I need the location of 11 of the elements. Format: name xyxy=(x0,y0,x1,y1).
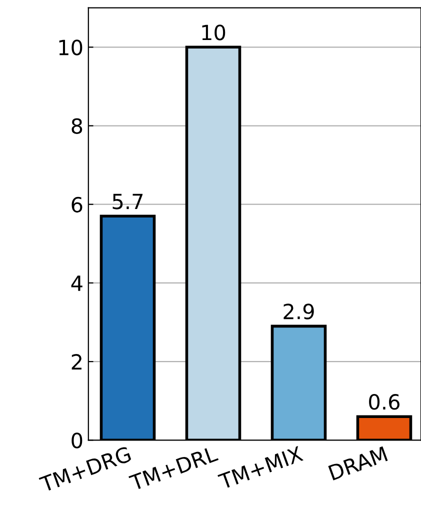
x-tick-label: DRAM xyxy=(328,446,388,480)
y-tick-label: 2 xyxy=(72,354,82,370)
y-tick-label: 0 xyxy=(72,432,82,448)
data-label: 10 xyxy=(202,24,226,40)
y-tick-label: 4 xyxy=(71,276,82,291)
y-tick-label: 6 xyxy=(72,196,82,213)
data-label: 0.6 xyxy=(369,394,400,410)
y-tick-label: 8 xyxy=(72,118,82,134)
data-label: 5.7 xyxy=(112,194,143,210)
data-label: 2.9 xyxy=(284,304,314,320)
y-tick-label: 10 xyxy=(59,40,82,56)
